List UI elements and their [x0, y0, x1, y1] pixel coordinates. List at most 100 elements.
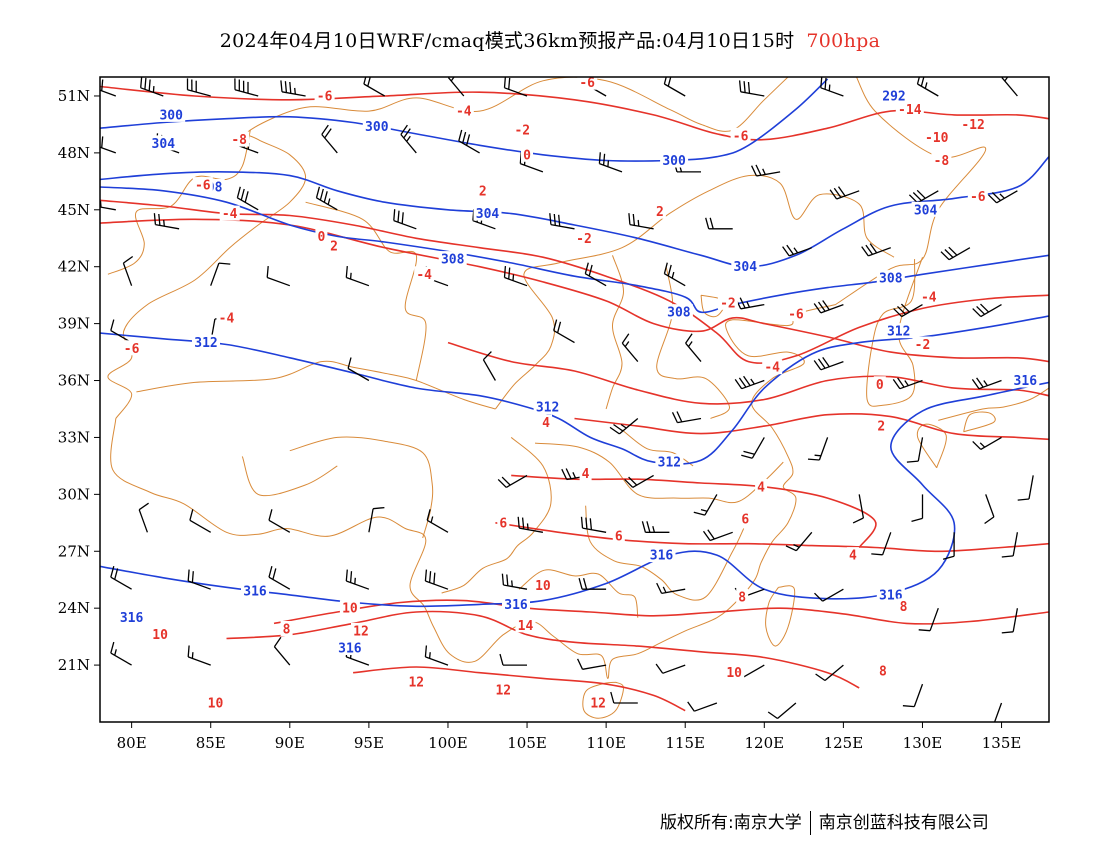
wind-barb-feather — [499, 653, 504, 666]
temperature-isotherm — [574, 412, 1049, 441]
wind-barb-feather — [236, 186, 241, 198]
temperature-contour-label: 10 — [152, 628, 168, 643]
wind-barb-staff — [881, 532, 892, 556]
wind-barb-feather — [663, 262, 668, 274]
temperature-contour-label: 6 — [741, 513, 749, 528]
admin-boundary-16 — [241, 456, 338, 497]
wind-barb — [829, 186, 860, 200]
wind-barb-feather — [482, 351, 492, 361]
copyright-text: 版权所有:南京大学 — [660, 813, 802, 833]
wind-barb — [578, 578, 607, 590]
wind-barb-feather — [373, 506, 385, 510]
height-contour-label: 300 — [662, 154, 686, 169]
wind-barb — [236, 186, 259, 211]
wind-barb-feather — [244, 191, 249, 203]
wind-barb-staff — [929, 607, 939, 631]
wind-barb — [153, 213, 180, 230]
wind-barb-feather — [1017, 498, 1030, 501]
wind-barb-feather — [501, 573, 505, 586]
contour-label-bg — [918, 289, 939, 305]
wind-barb-feather — [620, 423, 627, 429]
wind-barb-feather — [667, 264, 672, 277]
wind-barb — [1001, 77, 1018, 97]
wind-barb-feather — [822, 300, 830, 311]
wind-barb-feather — [988, 194, 998, 204]
wind-barb-feather — [1001, 555, 1014, 558]
contour-label-bg — [502, 596, 530, 612]
wind-barb-feather — [652, 526, 656, 533]
temperature-contour-label: -4 — [921, 291, 937, 306]
contour-label-bg — [476, 182, 489, 198]
wind-barb-feather — [349, 272, 352, 280]
temperature-contour-label: 10 — [726, 666, 742, 681]
temperature-contour-label: 12 — [590, 697, 606, 712]
wind-barb-feather — [465, 134, 471, 146]
admin-boundary-19 — [866, 257, 923, 407]
wind-barb-staff — [1028, 475, 1034, 500]
footer-divider — [809, 811, 811, 835]
temperature-contour-label: -10 — [925, 131, 949, 146]
wind-barb-feather — [813, 303, 822, 314]
wind-barb — [685, 333, 702, 363]
contour-label-bg — [653, 203, 666, 219]
wind-barb-feather — [140, 77, 143, 88]
wind-barb-feather — [189, 509, 194, 521]
wind-barb — [751, 164, 781, 177]
wind-barb — [501, 573, 528, 590]
contour-label-bg — [406, 674, 427, 690]
temperature-contour-layer — [100, 85, 1049, 712]
wind-barb-feather — [693, 511, 706, 516]
height-contour-label: 300 — [159, 108, 183, 123]
x-tick-label: 110E — [586, 734, 626, 752]
wind-barb-feather — [687, 341, 693, 347]
contour-label-bg — [438, 251, 467, 267]
temperature-isotherm — [273, 599, 1049, 625]
wind-barb-feather — [814, 592, 824, 602]
wind-barb-feather — [280, 80, 283, 92]
contour-label-bg — [762, 359, 783, 375]
temperature-contour-label: -4 — [764, 361, 780, 376]
temperature-isotherm — [100, 85, 1049, 141]
wind-barb-feather — [240, 188, 245, 201]
wind-barb-feather — [628, 213, 631, 225]
wind-barb-staff — [1012, 608, 1019, 632]
wind-barb-feather — [588, 264, 593, 277]
wind-barb-feather — [565, 468, 572, 480]
wind-barb-feather — [837, 186, 846, 197]
wind-barb-feather — [556, 321, 562, 333]
wind-barb-feather — [123, 255, 134, 264]
wind-barb — [610, 691, 638, 704]
wind-barb-feather — [822, 357, 830, 368]
contour-label-bg — [577, 77, 598, 90]
wind-barb-feather — [906, 460, 919, 463]
temperature-contour-label: 6 — [615, 530, 623, 545]
wind-barb-feather — [632, 213, 636, 226]
wind-barb-feather — [598, 152, 601, 164]
wind-barb-feather — [114, 649, 117, 656]
wind-barb — [671, 411, 702, 424]
wind-barb — [553, 319, 575, 344]
wind-barb-staff — [268, 519, 291, 533]
temperature-contour-label: 8 — [900, 600, 908, 615]
wind-barb-feather — [852, 517, 864, 524]
wind-barb-feather — [685, 333, 693, 344]
wind-barb-feather — [734, 379, 743, 390]
temperature-contour-label: -8 — [934, 154, 950, 169]
x-tick-label: 100E — [428, 734, 468, 752]
wind-barb-feather — [511, 580, 513, 587]
plot-frame — [99, 76, 1050, 723]
wind-barb-feather — [702, 530, 711, 541]
contour-label-bg — [121, 340, 142, 356]
wind-barb — [368, 506, 385, 533]
wind-barb-staff — [694, 702, 718, 712]
contour-label-bg — [876, 270, 905, 286]
wind-barb-feather — [820, 77, 823, 88]
wind-barb-feather — [289, 81, 292, 94]
wind-barb-feather — [497, 478, 507, 488]
height-contour-label: 312 — [658, 456, 681, 471]
contour-label-bg — [229, 131, 250, 147]
pressure-level-label: 700hpa — [806, 30, 881, 52]
wind-barb-feather — [1001, 77, 1004, 78]
wind-barb — [906, 437, 924, 463]
wind-barb-feather — [817, 301, 826, 312]
